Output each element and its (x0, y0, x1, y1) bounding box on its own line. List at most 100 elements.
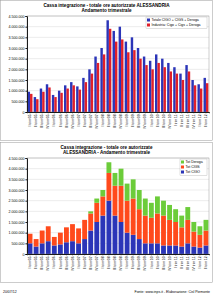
x-tick-label: III trim 08 (113, 114, 117, 128)
bar (164, 67, 166, 112)
bar (76, 243, 81, 254)
bar (176, 74, 178, 112)
y-axis: 0500.0001.000.0001.500.0002.000.0002.500… (9, 15, 28, 115)
x-tick: I trim 10 (150, 112, 154, 126)
x-tick-label: IV trim 08 (119, 256, 123, 270)
bar (73, 85, 75, 112)
x-tick-label: II trim 11 (180, 114, 184, 127)
bar (52, 237, 57, 246)
bar (34, 239, 39, 246)
x-tick: IV trim 08 (119, 254, 123, 271)
x-tick: IV trim 05 (46, 254, 50, 271)
x-tick: III trim 11 (186, 112, 190, 128)
x-tick: IV trim 07 (95, 254, 99, 271)
bar (28, 243, 33, 254)
legend-label: Tot CIGS (186, 165, 201, 169)
bar (70, 82, 72, 112)
x-tick: I trim 09 (125, 254, 129, 268)
legend-box (180, 159, 207, 176)
y-tick-label: 4.000.000 (9, 25, 25, 29)
y-tick-mark (26, 80, 28, 81)
x-tick-label: I trim 09 (125, 256, 129, 268)
bar (100, 190, 105, 196)
y-tick-mark (26, 59, 28, 60)
x-tick-label: III trim 11 (186, 114, 190, 128)
bar (191, 80, 193, 112)
bar (197, 84, 199, 112)
x-tick-label: III trim 10 (162, 256, 166, 270)
y-tick: 2.500.000 (9, 199, 28, 203)
x-tick: II trim 11 (180, 254, 184, 269)
bar (46, 226, 51, 241)
x-tick: III trim 10 (162, 112, 166, 128)
bar (88, 69, 90, 112)
legend: Tot DerogaTot CIGSTot CIGO (180, 159, 207, 176)
y-tick-label: 0 (23, 253, 25, 257)
grid-line (27, 37, 209, 38)
y-tick-mark (26, 16, 28, 17)
footer-date: 20/07/12 (3, 290, 17, 294)
bar (121, 39, 123, 112)
x-tick-label: IV trim 10 (168, 256, 172, 270)
bar (40, 89, 42, 112)
bar (46, 226, 51, 227)
bar (167, 205, 172, 220)
bar (34, 247, 39, 254)
bar (127, 52, 129, 112)
x-tick-label: II trim 07 (83, 256, 87, 269)
y-tick-label: 1.500.000 (9, 221, 25, 225)
bar (113, 216, 118, 254)
x-tick-label: I trim 12 (198, 256, 202, 268)
bar (191, 247, 196, 254)
x-tick-label: I trim 05 (28, 256, 32, 268)
x-tick-label: II trim 06 (59, 114, 63, 127)
bar (194, 85, 196, 112)
bar (113, 186, 118, 216)
bar (149, 61, 151, 112)
x-tick-label: III trim 09 (137, 256, 141, 270)
y-tick-mark (26, 27, 28, 28)
bar (40, 231, 45, 244)
bar (167, 245, 172, 254)
x-tick: IV trim 11 (192, 254, 196, 270)
legend-swatch (181, 161, 184, 164)
x-tick: II trim 10 (156, 112, 160, 127)
y-tick-mark (26, 179, 28, 180)
x-tick-label: II trim 05 (34, 114, 38, 127)
legend-label: Industria: Cigo + Cigs + Deroga (152, 23, 201, 27)
bar (115, 42, 117, 112)
page: Cassa integrazione - totale ore autorizz… (0, 0, 213, 300)
x-tick: III trim 11 (186, 254, 190, 270)
x-tick: III trim 09 (137, 112, 141, 128)
grid-line (27, 190, 209, 191)
bar (100, 216, 105, 254)
bar (66, 89, 68, 112)
bar (185, 243, 190, 254)
bar (185, 207, 190, 220)
y-tick-mark (26, 190, 28, 191)
x-tick: IV trim 11 (192, 112, 196, 128)
x-tick-label: I trim 12 (198, 114, 202, 126)
x-tick-label: I trim 08 (101, 114, 105, 126)
bar (197, 226, 202, 235)
y-tick: 0 (23, 253, 28, 257)
x-tick-label: III trim 05 (40, 256, 44, 270)
bar (119, 186, 124, 222)
x-tick: I trim 09 (125, 112, 129, 126)
y-tick: 1.500.000 (9, 79, 28, 83)
bar (131, 235, 136, 254)
y-tick-mark (26, 91, 28, 92)
bar (46, 84, 48, 112)
y-tick-label: 1.000.000 (9, 231, 25, 235)
x-tick-label: IV trim 05 (46, 114, 50, 128)
bar (179, 227, 184, 246)
bar (82, 220, 87, 239)
bar (139, 59, 141, 112)
y-tick-label: 4.000.000 (9, 167, 25, 171)
y-tick: 4.000.000 (9, 167, 28, 171)
plot-frame (27, 158, 209, 254)
bar (200, 89, 202, 112)
x-tick: IV trim 06 (71, 254, 75, 271)
x-tick-label: IV trim 06 (71, 114, 75, 128)
y-tick-mark (26, 169, 28, 170)
